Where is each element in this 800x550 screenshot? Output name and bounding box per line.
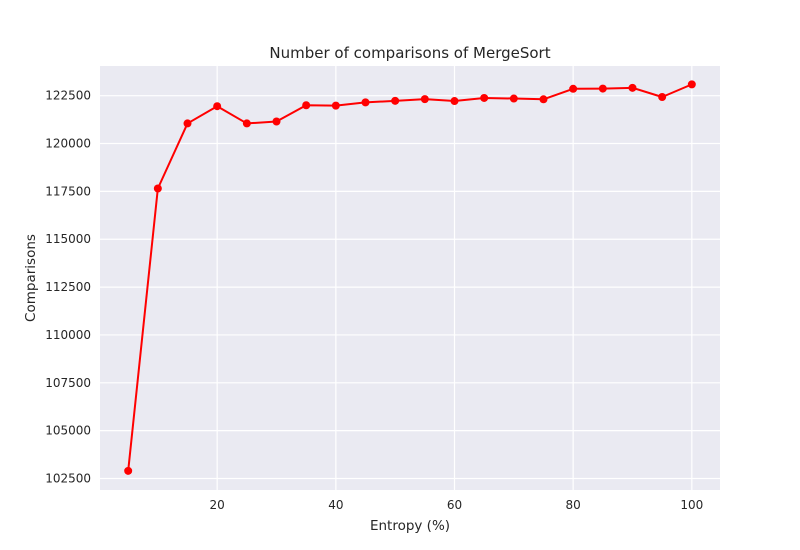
x-tick-label: 40 (328, 498, 343, 512)
data-point (391, 96, 400, 105)
data-point (213, 102, 222, 111)
data-point (124, 466, 133, 475)
chart-title: Number of comparisons of MergeSort (269, 44, 550, 62)
x-tick-label: 80 (566, 498, 581, 512)
x-tick-label: 20 (210, 498, 225, 512)
data-point (450, 97, 459, 106)
data-point (480, 93, 489, 102)
data-point (569, 84, 578, 93)
data-point (628, 83, 637, 92)
y-tick-labels: 102500 105000 107500 110000 112500 115000 1175… (45, 89, 91, 486)
y-tick-label: 102500 (45, 472, 91, 486)
data-point (658, 93, 667, 102)
y-axis-label: Comparisons (23, 234, 39, 322)
x-axis-label: Entropy (%) (370, 518, 450, 534)
x-tick-labels: 20 40 60 80 100 (210, 498, 704, 512)
data-point (361, 98, 370, 107)
data-point (420, 95, 429, 104)
y-tick-label: 117500 (45, 184, 91, 198)
data-point (509, 94, 518, 103)
x-tick-label: 100 (680, 498, 703, 512)
y-tick-label: 122500 (45, 89, 91, 103)
plot-background (100, 66, 720, 490)
grid (100, 66, 720, 490)
data-point (183, 119, 192, 128)
y-tick-label: 112500 (45, 280, 91, 294)
series-layer (124, 80, 696, 475)
y-tick-label: 115000 (45, 232, 91, 246)
data-point (272, 117, 281, 126)
x-tick-label: 60 (447, 498, 462, 512)
data-point (598, 84, 607, 93)
data-point (331, 101, 340, 110)
y-tick-label: 110000 (45, 328, 91, 342)
data-point (242, 119, 251, 128)
y-tick-label: 120000 (45, 137, 91, 151)
series-line (127, 83, 693, 471)
y-tick-label: 105000 (45, 424, 91, 438)
data-point (687, 80, 696, 89)
data-point (539, 95, 548, 104)
data-point (153, 184, 162, 193)
data-point (302, 101, 311, 110)
y-tick-label: 107500 (45, 376, 91, 390)
